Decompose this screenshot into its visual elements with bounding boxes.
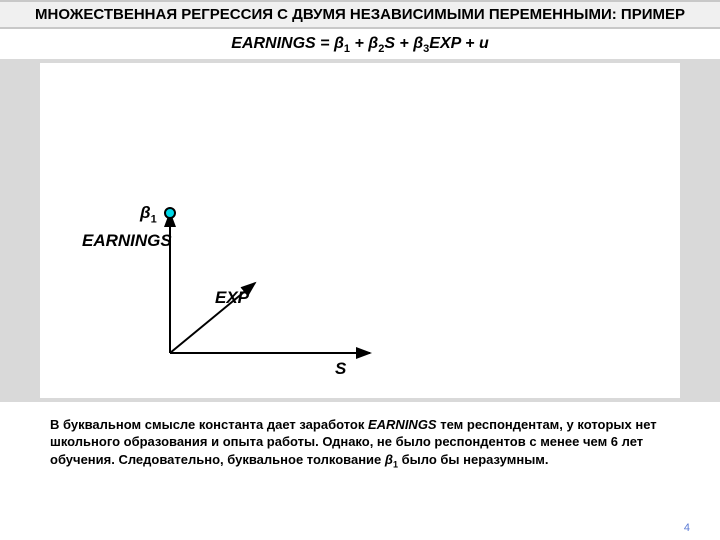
beta1-symbol: β xyxy=(140,203,151,222)
para-t3: было бы неразумным. xyxy=(398,452,549,467)
diagram-band: β1 EARNINGS EXP S xyxy=(0,59,720,402)
eq-b3-var: EXP xyxy=(429,35,460,52)
para-earnings: EARNINGS xyxy=(368,417,437,432)
earnings-axis-label: EARNINGS xyxy=(82,231,172,251)
eq-b3: β xyxy=(413,35,423,52)
s-axis-label: S xyxy=(335,359,346,379)
eq-plus3: + xyxy=(461,35,479,52)
title-bar: МНОЖЕСТВЕННАЯ РЕГРЕССИЯ С ДВУМЯ НЕЗАВИСИ… xyxy=(0,0,720,29)
para-t1: В буквальном смысле константа дает зараб… xyxy=(50,417,368,432)
beta1-point xyxy=(164,207,176,219)
eq-b1: β xyxy=(334,35,344,52)
eq-plus2: + xyxy=(395,35,413,52)
eq-lhs: EARNINGS xyxy=(231,35,315,52)
eq-u: u xyxy=(479,35,489,52)
regression-equation: EARNINGS = β1 + β2S + β3EXP + u xyxy=(231,35,488,52)
page-number: 4 xyxy=(684,522,690,534)
explanation-paragraph: В буквальном смысле константа дает зараб… xyxy=(0,402,720,471)
eq-b2-var: S xyxy=(384,35,395,52)
eq-plus1: + xyxy=(350,35,368,52)
page-title: МНОЖЕСТВЕННАЯ РЕГРЕССИЯ С ДВУМЯ НЕЗАВИСИ… xyxy=(10,6,710,25)
beta1-subscript: 1 xyxy=(151,213,157,225)
exp-axis-label: EXP xyxy=(215,288,249,308)
eq-b2: β xyxy=(368,35,378,52)
para-beta: β xyxy=(385,452,393,467)
eq-equals: = xyxy=(316,35,334,52)
equation-bar: EARNINGS = β1 + β2S + β3EXP + u xyxy=(0,29,720,59)
diagram-panel: β1 EARNINGS EXP S xyxy=(40,63,680,398)
beta1-label: β1 xyxy=(140,203,157,225)
